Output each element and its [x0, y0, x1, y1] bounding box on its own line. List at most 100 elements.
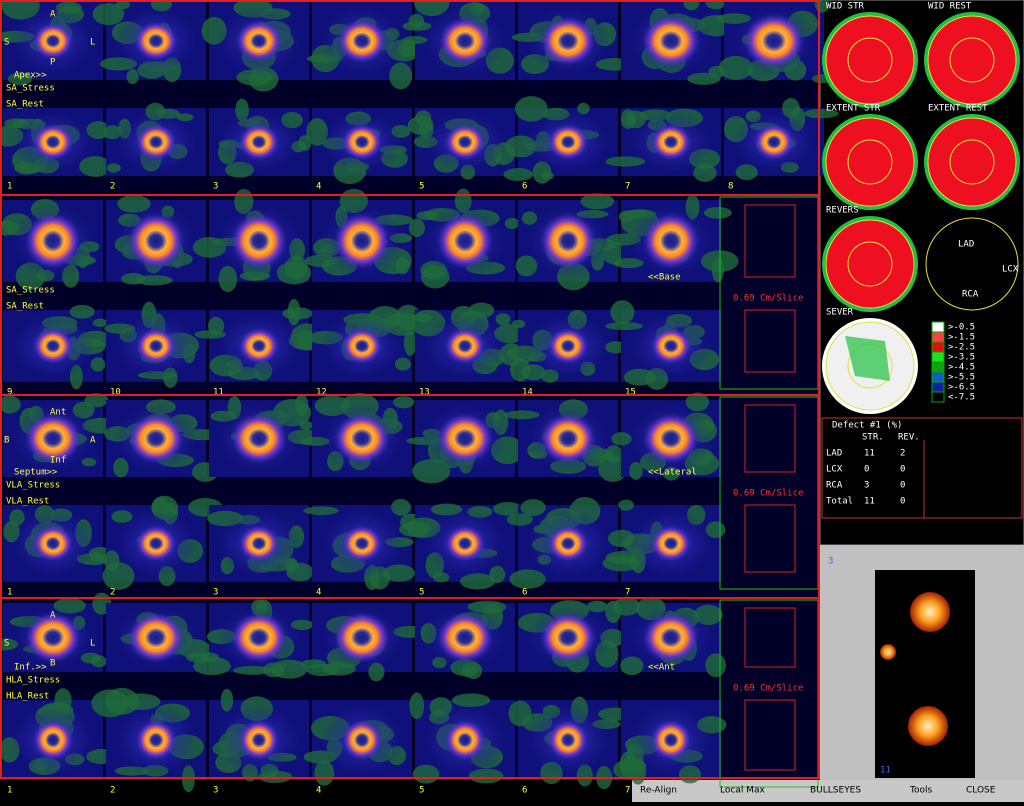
tile-speckle [620, 656, 644, 676]
rest-label: SA_Rest [6, 100, 44, 110]
slice-number: 13 [419, 388, 430, 398]
slice-number: 15 [625, 388, 636, 398]
bullseye-core [847, 37, 893, 83]
toolbar-button[interactable]: Re-Align [640, 786, 677, 796]
legend-label: >-5.5 [948, 373, 975, 383]
tile-heart [437, 612, 493, 663]
tile-speckle [194, 330, 226, 339]
image-tile [415, 600, 515, 680]
tile-heart [231, 213, 287, 269]
start-label: Apex>> [14, 71, 47, 81]
tile-heart [754, 124, 794, 160]
legend-swatch [931, 341, 945, 353]
image-tile [106, 603, 216, 672]
tile-heart [445, 720, 485, 760]
bullseye-core [847, 241, 893, 287]
image-tile [0, 592, 112, 672]
tile-speckle [300, 659, 327, 669]
toolbar-button[interactable]: CLOSE [966, 786, 996, 796]
tile-speckle [392, 396, 415, 409]
preview-blob [880, 644, 896, 660]
tile-heart [445, 124, 485, 160]
image-tile [613, 596, 726, 678]
legend-swatch [931, 391, 945, 403]
image-tile [209, 393, 322, 477]
stress-label: SA_Stress [6, 286, 55, 296]
tile-speckle [90, 357, 106, 372]
defect-table [821, 417, 1023, 519]
tile-speckle [134, 275, 173, 286]
image-tile [0, 688, 118, 780]
tile-speckle [493, 502, 523, 516]
tile-speckle [389, 62, 413, 90]
tile-speckle [451, 693, 491, 707]
legend-swatch [931, 331, 945, 343]
tile-heart [136, 328, 176, 364]
tile-speckle [408, 13, 425, 29]
bullseye-title: EXTENT REST [928, 104, 988, 114]
tile-speckle [92, 318, 109, 327]
orientation-label: L [90, 639, 95, 649]
tile-heart [33, 328, 73, 364]
table-cell: 11 [864, 497, 875, 507]
tile-speckle [504, 410, 540, 420]
image-tile [300, 603, 428, 682]
rest-label: HLA_Rest [6, 692, 49, 702]
bullseye [927, 15, 1017, 105]
tile-speckle [7, 72, 33, 86]
end-label: <<Base [648, 273, 681, 283]
tile-heart [25, 213, 81, 269]
image-tile [406, 400, 525, 484]
tile-speckle [79, 156, 113, 177]
bullseye-core [949, 139, 995, 185]
toolbar-button[interactable]: Local Max [720, 786, 765, 796]
slice-number: 4 [316, 786, 321, 796]
image-tile [0, 108, 113, 177]
tile-heart [548, 720, 588, 760]
tile-speckle [503, 168, 534, 182]
scale-label: 0.69 Cm/Slice [733, 489, 803, 499]
panel-border [0, 0, 820, 779]
tile-speckle [611, 432, 632, 446]
image-tile [517, 600, 625, 673]
image-tile [102, 495, 223, 590]
toolbar-button[interactable]: BULLSEYES [810, 786, 861, 796]
tile-speckle [504, 217, 520, 229]
territory-label: RCA [962, 290, 979, 300]
tile-heart [651, 720, 691, 760]
image-tile [91, 687, 206, 793]
legend-swatch [931, 321, 945, 333]
slice-number: 6 [522, 182, 527, 192]
legend-label: >-6.5 [948, 383, 975, 393]
legend-swatch [931, 371, 945, 383]
slice-number: 2 [110, 182, 115, 192]
tile-heart [239, 525, 279, 562]
tile-speckle [489, 565, 506, 584]
image-tile [605, 300, 721, 390]
tile-speckle [409, 692, 425, 720]
table-cell: 0 [900, 465, 905, 475]
orientation-label: A [90, 436, 96, 446]
image-tile [506, 496, 618, 589]
orientation-label: S [4, 38, 9, 48]
toolbar-button[interactable]: Tools [909, 786, 932, 796]
tile-heart [136, 720, 176, 760]
orientation-label: B [4, 436, 9, 446]
legend-label: <-7.5 [948, 393, 975, 403]
image-tile [611, 392, 721, 481]
tile-heart [136, 525, 176, 562]
tile-heart [540, 612, 596, 663]
orientation-label: A [50, 10, 56, 20]
image-tile [209, 98, 312, 178]
tile-heart [334, 213, 390, 269]
image-tile [407, 108, 516, 180]
tile-speckle [506, 513, 533, 526]
slice-number: 3 [213, 786, 218, 796]
tile-speckle [113, 457, 129, 478]
tile-heart [25, 413, 81, 464]
tile-speckle [618, 499, 634, 511]
bullseye [825, 15, 915, 105]
preview-blob [908, 706, 948, 746]
end-label: <<Lateral [648, 468, 697, 478]
image-tile [207, 505, 314, 582]
